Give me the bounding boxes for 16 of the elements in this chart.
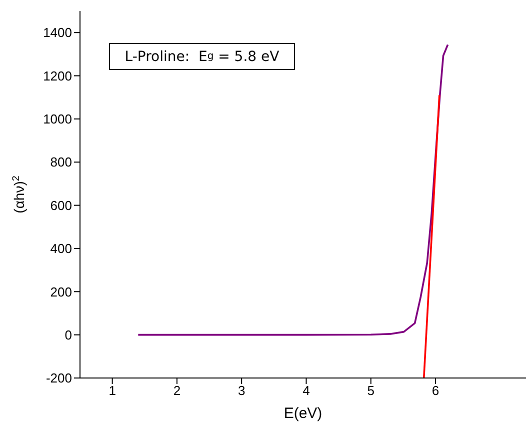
y-tick-label: 0 [64, 327, 72, 342]
y-tick-label: -200 [46, 370, 72, 386]
y-tick-label: 1000 [43, 112, 72, 127]
x-tick-label: 6 [432, 383, 440, 398]
y-tick-label: 600 [50, 198, 72, 213]
y-tick-label: 200 [50, 284, 72, 300]
y-tick-label: 400 [50, 241, 72, 256]
x-tick-label: 2 [173, 383, 181, 398]
x-tick-label: 4 [302, 383, 310, 398]
x-axis-title: E(eV) [284, 405, 322, 422]
x-tick-label: 1 [108, 383, 116, 398]
x-tick-label: 5 [367, 383, 374, 398]
y-tick-label: 1400 [43, 25, 72, 40]
y-tick-label: 800 [50, 154, 72, 170]
x-tick-label: 3 [238, 383, 246, 398]
y-tick-label: 1200 [43, 68, 72, 84]
